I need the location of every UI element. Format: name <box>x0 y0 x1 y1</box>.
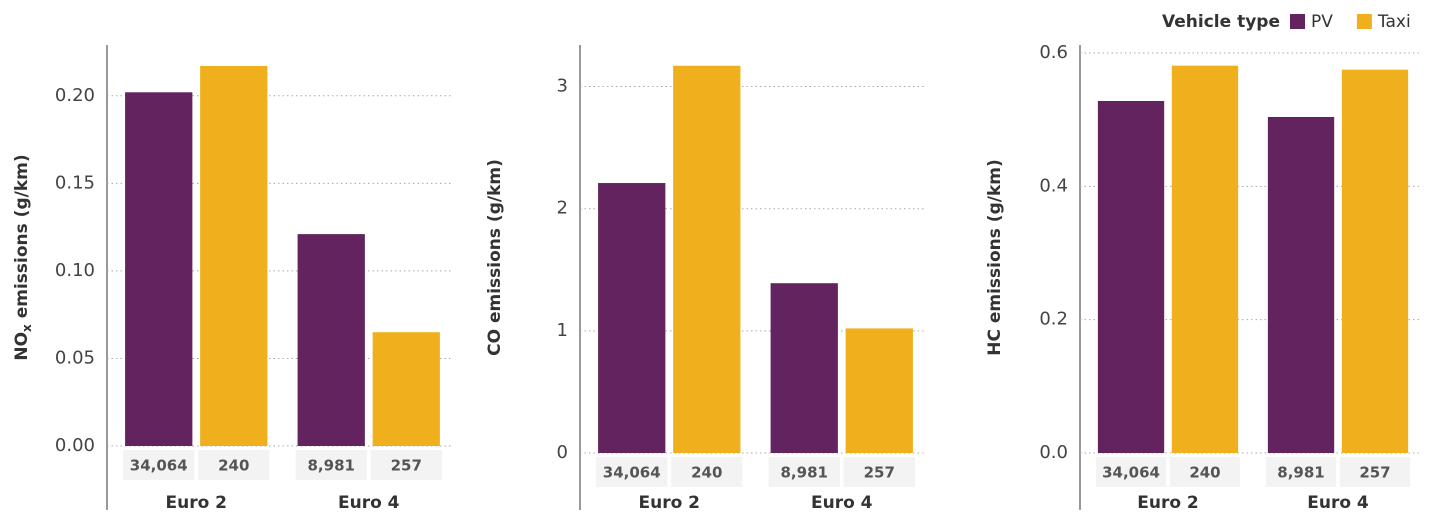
x-tick-label: Euro 2 <box>638 493 700 513</box>
y-axis-label-part: emissions (g/km) <box>12 154 32 324</box>
bar <box>297 234 365 446</box>
count-box <box>1339 457 1411 487</box>
y-tick-label: 0.15 <box>55 172 95 193</box>
y-tick-label: 0.2 <box>1039 309 1068 330</box>
y-tick-label: 0.10 <box>55 260 95 281</box>
count-label: 240 <box>1189 464 1220 482</box>
count-label: 257 <box>864 464 895 482</box>
y-axis-label: CO emissions (g/km) <box>485 159 505 356</box>
count-label: 257 <box>1359 464 1390 482</box>
bar <box>200 66 268 447</box>
y-tick-label: 0.00 <box>55 435 95 456</box>
count-label: 257 <box>391 457 422 475</box>
x-tick-label: Euro 4 <box>338 493 400 513</box>
bar <box>372 332 440 446</box>
legend-label: Taxi <box>1377 12 1411 32</box>
count-box <box>370 450 442 480</box>
bar <box>770 283 838 453</box>
legend-label: PV <box>1311 12 1333 32</box>
x-tick-label: Euro 4 <box>1307 493 1369 513</box>
count-box <box>1169 457 1241 487</box>
count-box <box>198 450 270 480</box>
count-label: 34,064 <box>1102 464 1160 482</box>
y-axis-label: NOx emissions (g/km) <box>12 154 34 360</box>
y-tick-label: 0.20 <box>55 85 95 106</box>
count-label: 8,981 <box>781 464 828 482</box>
count-box <box>596 457 668 487</box>
bar <box>125 92 193 446</box>
y-tick-label: 0.05 <box>55 347 95 368</box>
y-tick-label: 3 <box>557 76 568 97</box>
bar <box>1267 117 1335 453</box>
bar <box>673 65 741 453</box>
bar <box>1341 69 1409 454</box>
y-tick-label: 0 <box>557 442 568 463</box>
x-tick-label: Euro 2 <box>1137 493 1199 513</box>
bar <box>1097 101 1165 453</box>
count-label: 240 <box>218 457 249 475</box>
y-tick-label: 0.0 <box>1039 442 1068 463</box>
legend-swatch <box>1356 14 1372 29</box>
x-tick-label: Euro 4 <box>811 493 873 513</box>
count-box <box>295 450 367 480</box>
y-axis-label: HC emissions (g/km) <box>985 159 1005 356</box>
count-box <box>1265 457 1337 487</box>
y-axis-label-part: NO <box>12 332 32 361</box>
bar <box>845 328 913 453</box>
count-label: 8,981 <box>308 457 355 475</box>
count-label: 34,064 <box>603 464 661 482</box>
count-label: 240 <box>691 464 722 482</box>
bar <box>1171 65 1239 454</box>
legend-swatch <box>1290 14 1305 29</box>
count-box <box>843 457 915 487</box>
y-axis-label-part: x <box>20 324 34 332</box>
count-box <box>768 457 840 487</box>
legend-title: Vehicle type <box>1162 12 1280 32</box>
count-box <box>1095 457 1167 487</box>
y-tick-label: 0.6 <box>1039 42 1068 63</box>
y-tick-label: 0.4 <box>1039 175 1068 196</box>
y-tick-label: 2 <box>557 198 568 219</box>
count-box <box>671 457 743 487</box>
count-label: 8,981 <box>1277 464 1324 482</box>
bar <box>598 183 666 453</box>
y-tick-label: 1 <box>557 320 568 341</box>
count-label: 34,064 <box>130 457 188 475</box>
x-tick-label: Euro 2 <box>165 493 227 513</box>
count-box <box>123 450 195 480</box>
